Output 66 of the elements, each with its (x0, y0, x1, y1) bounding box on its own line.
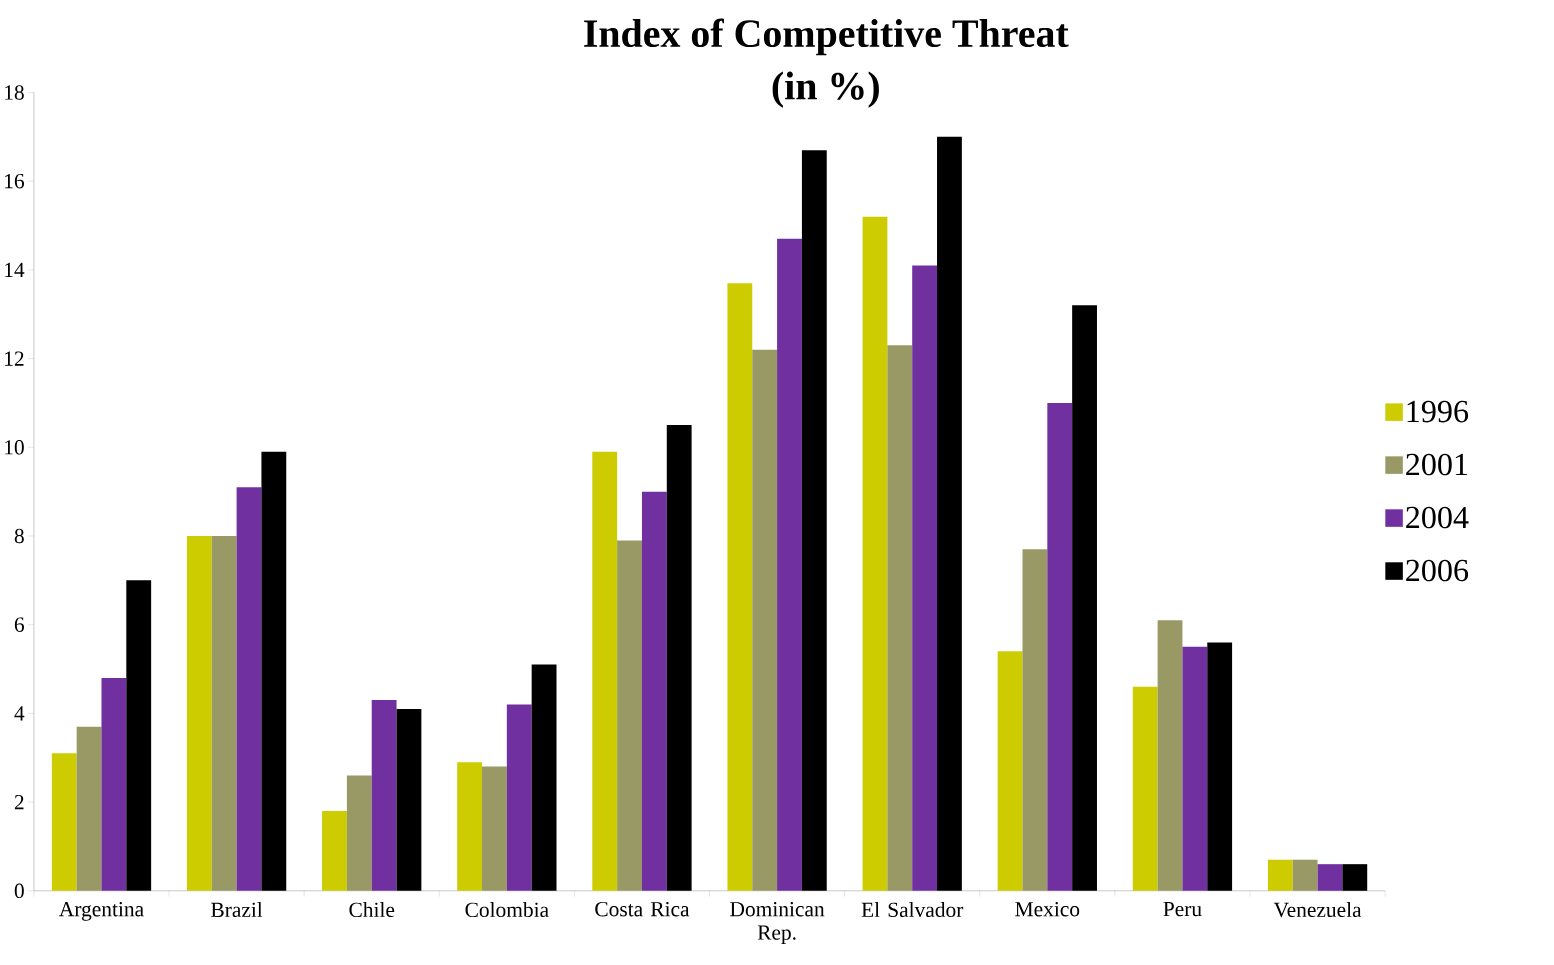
bar (752, 349, 778, 891)
bar (186, 536, 212, 891)
y-tick-label: 12 (5, 351, 24, 366)
bar (592, 451, 618, 891)
bar (482, 766, 507, 891)
bar (727, 283, 753, 891)
chart-title: Index of Competitive Threat (584, 18, 1069, 56)
bar (506, 704, 532, 891)
bar (101, 678, 127, 891)
bar (862, 216, 888, 891)
bar (1342, 864, 1368, 891)
bar (346, 775, 372, 891)
bar (641, 491, 667, 891)
y-tick-label: 6 (14, 617, 25, 632)
x-tick-label: Colombia (465, 902, 549, 918)
bar (801, 150, 827, 891)
legend-label: 1996 (1407, 400, 1469, 423)
bar (617, 540, 642, 891)
bar (371, 700, 397, 891)
bar (887, 345, 913, 891)
x-tick-label: El Salvador (861, 902, 964, 918)
bar (261, 451, 287, 891)
bar (531, 664, 557, 891)
bar (1292, 859, 1318, 891)
bar (1132, 686, 1158, 891)
legend-label: 2001 (1406, 453, 1468, 476)
bar (997, 651, 1023, 891)
y-tick-label: 10 (5, 440, 24, 455)
chart-subtitle: (in %) (772, 71, 879, 108)
legend-label: 2004 (1406, 506, 1469, 529)
y-tick-label: 18 (5, 85, 24, 100)
bar (1047, 403, 1073, 891)
bar (126, 580, 152, 891)
x-tick-label: Argentina (59, 902, 144, 921)
y-tick-label: 14 (5, 262, 25, 278)
x-tick-label: Mexico (1015, 902, 1080, 917)
x-tick-label: Dominican Rep. (730, 902, 825, 945)
x-tick-label: Peru (1163, 902, 1202, 917)
bar (211, 536, 237, 891)
bar (777, 238, 802, 891)
y-tick-label: 0 (14, 883, 24, 899)
bar (76, 726, 102, 891)
bar (322, 811, 347, 891)
y-tick-label: 4 (14, 706, 25, 721)
x-tick-label: Brazil (211, 902, 263, 918)
bar (1207, 642, 1233, 891)
legend-label: 2006 (1406, 559, 1469, 582)
y-tick-label: 2 (14, 795, 24, 810)
bar (1157, 620, 1183, 891)
bar (912, 265, 938, 891)
y-tick-label: 8 (14, 528, 24, 544)
bar (1022, 549, 1048, 891)
bar (236, 487, 262, 891)
x-tick-label: Venezuela (1273, 902, 1362, 918)
bar (1267, 859, 1293, 891)
bar (1182, 646, 1208, 891)
x-tick-label: Costa Rica (595, 902, 690, 917)
x-tick-label: Chile (349, 902, 395, 918)
bar (937, 136, 962, 891)
bar (457, 762, 483, 891)
y-tick-label: 16 (5, 174, 25, 189)
bar (51, 753, 77, 891)
bar (1072, 305, 1097, 891)
bar (396, 709, 422, 891)
bar (1317, 864, 1343, 891)
bar (666, 425, 692, 891)
